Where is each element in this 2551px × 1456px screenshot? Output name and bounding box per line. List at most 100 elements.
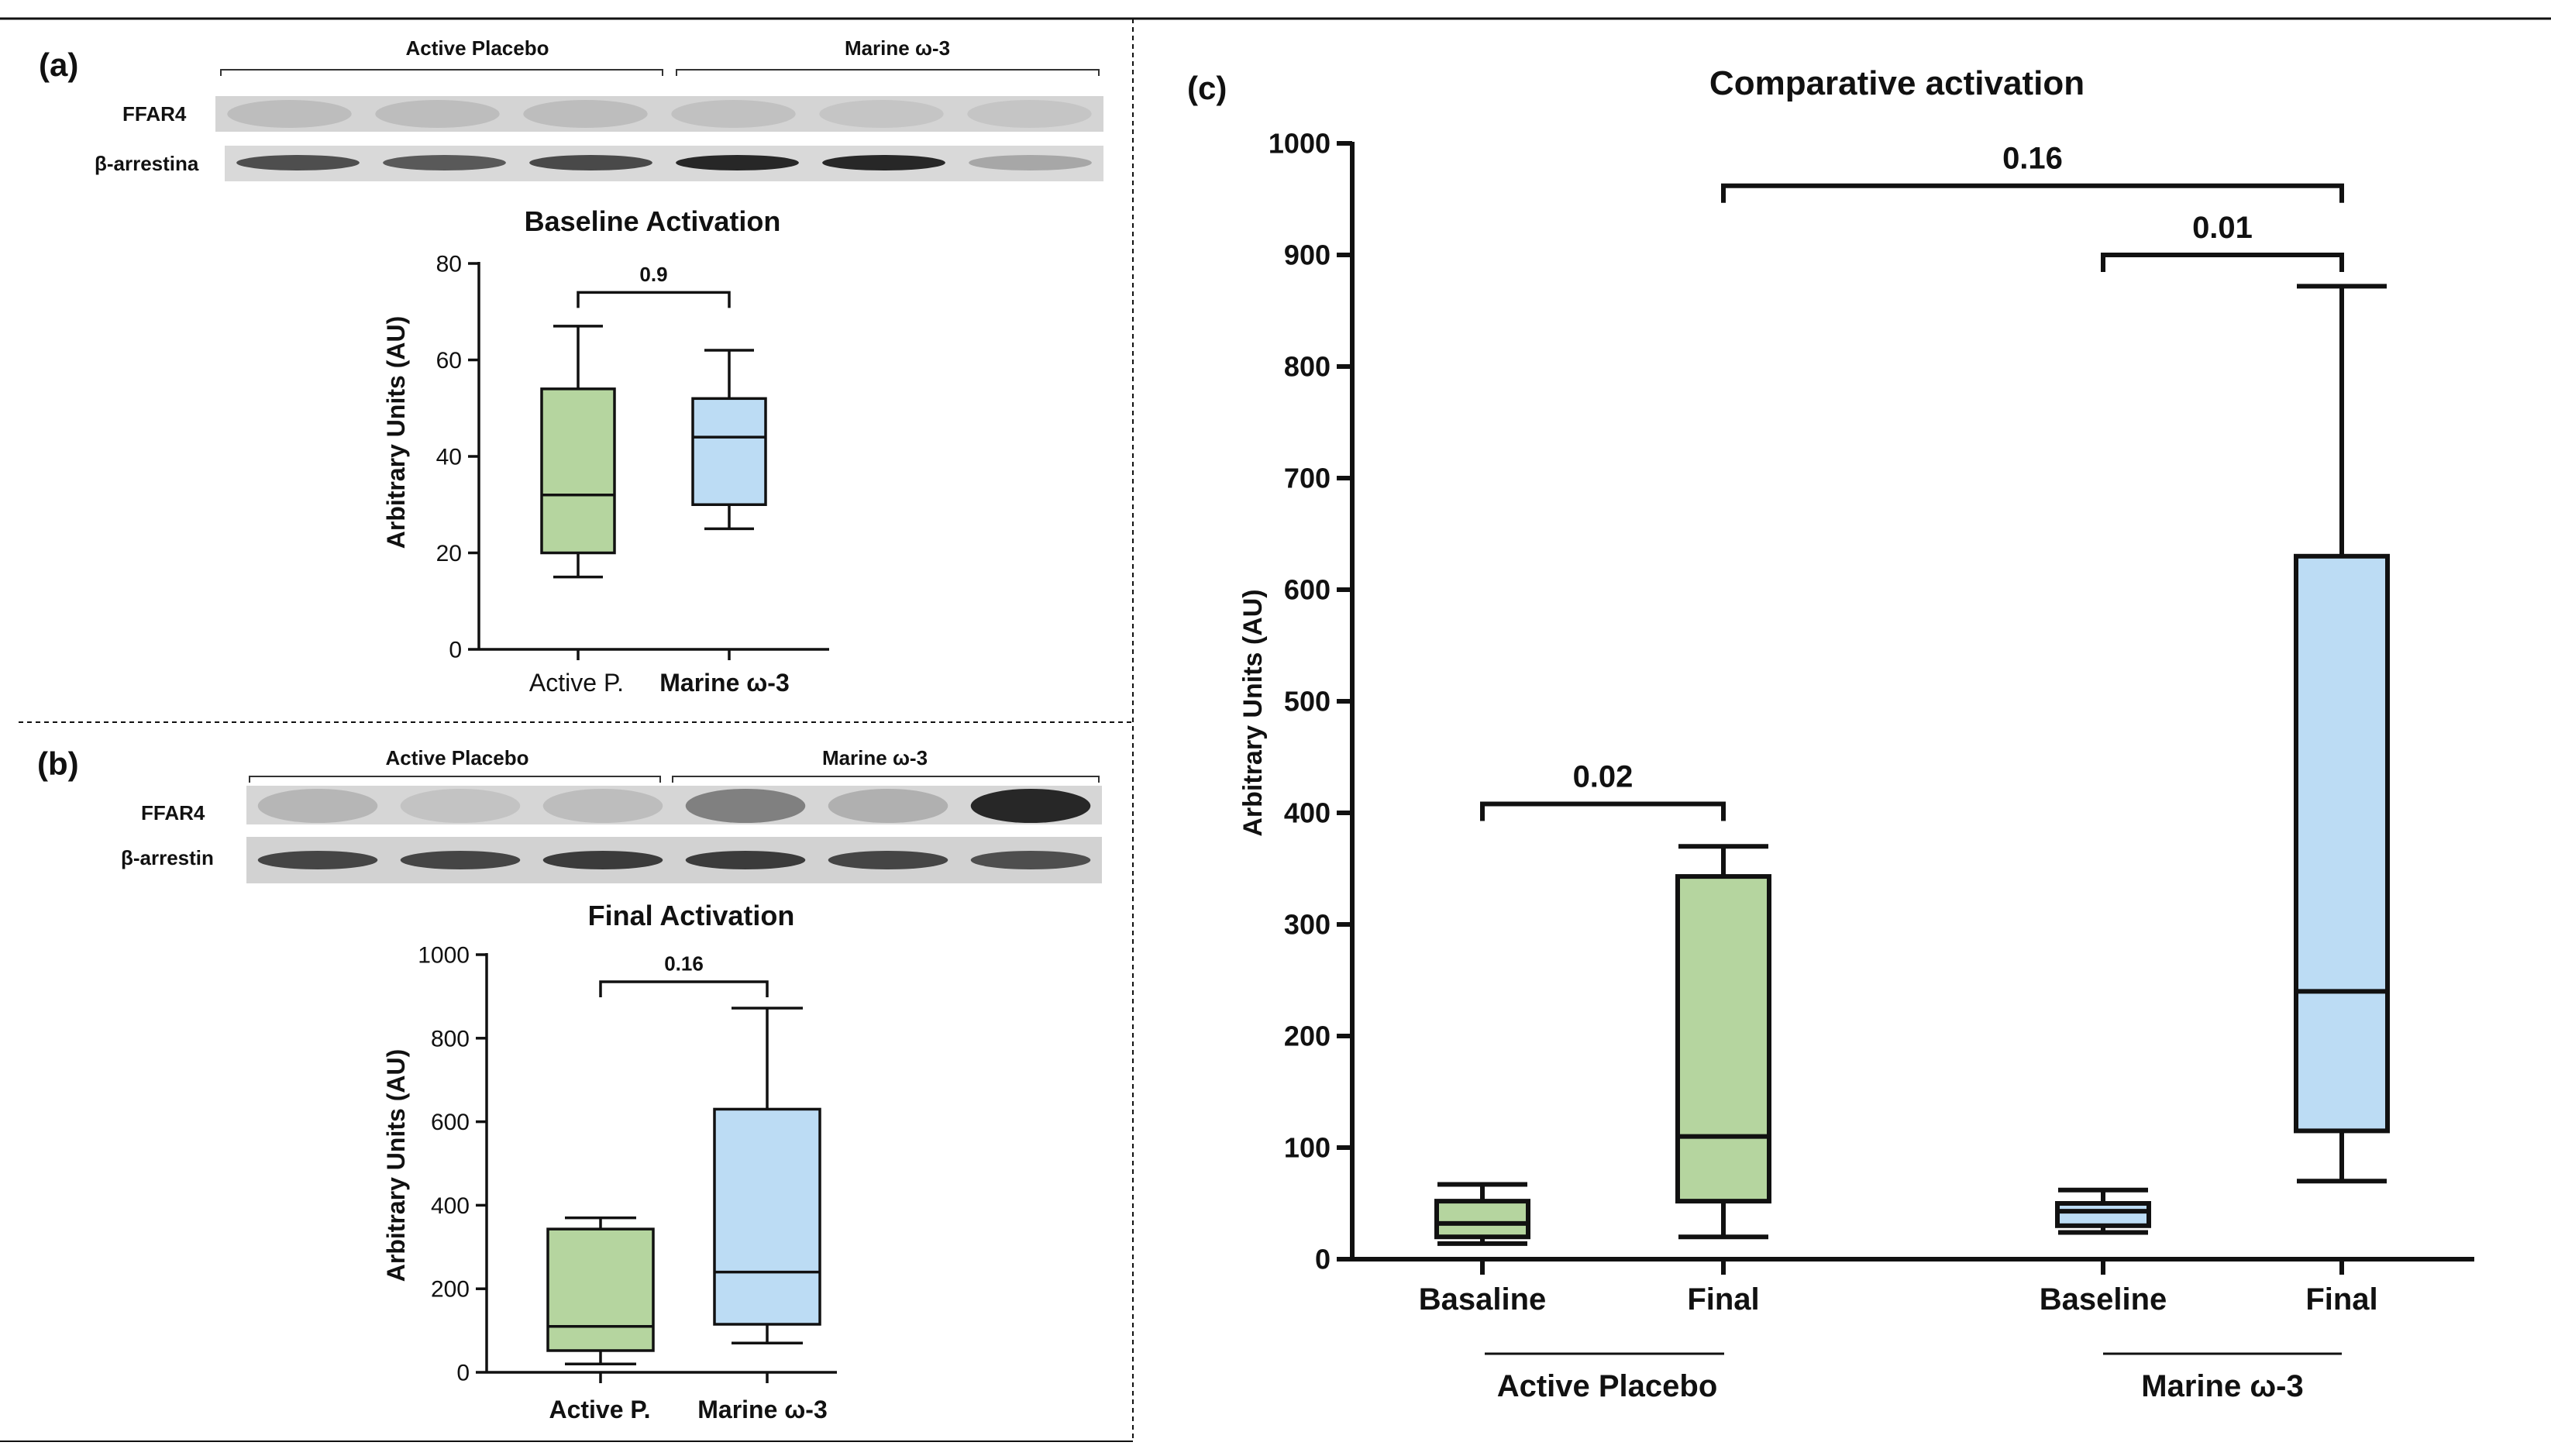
y-tick-label: 700 bbox=[1284, 463, 1331, 494]
chart-a-category-label: Marine ω-3 bbox=[659, 669, 790, 697]
panel-b-blot-label-ffar4: FFAR4 bbox=[141, 801, 205, 824]
panel-a: (a) Active Placebo Marine ω-3 FFAR4 β-ar… bbox=[39, 36, 1103, 697]
p-value-label: 0.02 bbox=[1573, 759, 1634, 793]
y-tick-label: 0 bbox=[449, 638, 462, 663]
blot-band bbox=[970, 789, 1091, 823]
box-iqr bbox=[1675, 874, 1771, 1204]
y-tick-label: 600 bbox=[431, 1110, 470, 1135]
significance-bracket bbox=[1480, 801, 1726, 821]
panel-c-label: (c) bbox=[1187, 70, 1227, 106]
blot-band bbox=[236, 155, 360, 170]
blot-band bbox=[227, 100, 352, 128]
panel-a-group-label-marine: Marine ω-3 bbox=[845, 36, 950, 60]
chart-c-category-label: Final bbox=[1687, 1282, 1759, 1317]
panel-b-group-bracket-placebo bbox=[249, 776, 661, 783]
panel-c: (c) Comparative activation Arbitrary Uni… bbox=[1187, 64, 2474, 1403]
panel-a-ffar4-blot bbox=[215, 96, 1103, 132]
y-tick-label: 100 bbox=[1284, 1132, 1331, 1164]
chart-c-group-label-placebo: Active Placebo bbox=[1497, 1369, 1718, 1403]
y-tick-label: 0 bbox=[1315, 1244, 1331, 1275]
chart-a-category-label: Active P. bbox=[529, 669, 624, 697]
chart-c-ylabel: Arbitrary Units (AU) bbox=[1238, 589, 1268, 836]
chart-c-category-label: Basaline bbox=[1419, 1282, 1547, 1317]
panel-a-group-bracket-placebo bbox=[220, 69, 663, 76]
chart-b-category-label: Marine ω-3 bbox=[697, 1396, 828, 1423]
blot-band bbox=[970, 851, 1091, 869]
blot-band bbox=[685, 851, 806, 869]
y-tick-label: 300 bbox=[1284, 909, 1331, 941]
panel-b-group-label-marine: Marine ω-3 bbox=[822, 746, 928, 769]
y-tick-label: 1000 bbox=[1269, 128, 1331, 160]
significance-bracket bbox=[577, 291, 731, 308]
blot-band bbox=[969, 155, 1092, 170]
panel-b-blot-label-arrestin: β-arrestin bbox=[121, 846, 214, 869]
blot-band bbox=[685, 789, 806, 823]
y-tick-label: 40 bbox=[436, 445, 462, 470]
significance-bracket bbox=[599, 980, 769, 998]
y-tick-label: 800 bbox=[431, 1026, 470, 1052]
panel-a-blot-label-arrestin: β-arrestina bbox=[95, 152, 199, 175]
blot-band bbox=[542, 851, 663, 869]
panel-a-label: (a) bbox=[39, 46, 78, 83]
y-tick-label: 200 bbox=[431, 1277, 470, 1303]
blot-band bbox=[542, 789, 663, 823]
blot-band bbox=[375, 100, 500, 128]
box-iqr bbox=[2294, 553, 2390, 1134]
y-tick-label: 60 bbox=[436, 348, 462, 373]
y-tick-label: 500 bbox=[1284, 686, 1331, 718]
blot-band bbox=[676, 155, 799, 170]
blot-band bbox=[822, 155, 945, 170]
chart-b-ylabel: Arbitrary Units (AU) bbox=[382, 1049, 410, 1282]
panel-a-group-label-placebo: Active Placebo bbox=[406, 36, 549, 60]
blot-band bbox=[671, 100, 796, 128]
p-value-label: 0.16 bbox=[664, 952, 704, 976]
y-tick-label: 600 bbox=[1284, 574, 1331, 606]
blot-band bbox=[257, 851, 378, 869]
chart-a-title: Baseline Activation bbox=[525, 205, 781, 237]
blot-band bbox=[257, 789, 378, 823]
significance-bracket bbox=[2101, 253, 2344, 272]
significance-bracket bbox=[1721, 183, 2344, 203]
chart-b-category-label: Active P. bbox=[549, 1396, 650, 1423]
blot-band bbox=[400, 789, 521, 823]
blot-band bbox=[400, 851, 521, 869]
panel-a-group-bracket-marine bbox=[676, 69, 1100, 76]
y-tick-label: 80 bbox=[436, 252, 462, 277]
chart-c-group-label-marine: Marine ω-3 bbox=[2141, 1369, 2303, 1403]
chart-c-category-label: Baseline bbox=[2040, 1282, 2167, 1317]
chart-c-title: Comparative activation bbox=[1709, 64, 2085, 102]
p-value-label: 0.01 bbox=[2192, 211, 2253, 245]
p-value-label: 0.16 bbox=[2002, 142, 2063, 176]
box-iqr bbox=[540, 387, 616, 555]
y-tick-label: 1000 bbox=[418, 943, 470, 969]
panel-b-group-label-placebo: Active Placebo bbox=[386, 746, 529, 769]
blot-band bbox=[383, 155, 506, 170]
box-iqr bbox=[546, 1227, 655, 1352]
blot-band bbox=[523, 100, 648, 128]
chart-a-ylabel: Arbitrary Units (AU) bbox=[382, 316, 410, 549]
box-iqr bbox=[713, 1107, 821, 1326]
blot-band bbox=[529, 155, 652, 170]
y-tick-label: 800 bbox=[1284, 351, 1331, 383]
panel-a-arrestin-blot bbox=[225, 146, 1103, 181]
chart-c-category-label: Final bbox=[2305, 1282, 2377, 1317]
blot-band bbox=[967, 100, 1092, 128]
panel-b-ffar4-blot bbox=[246, 786, 1102, 824]
y-tick-label: 200 bbox=[1284, 1021, 1331, 1052]
y-tick-label: 400 bbox=[1284, 797, 1331, 829]
box-iqr bbox=[2055, 1201, 2151, 1228]
blot-band bbox=[819, 100, 944, 128]
panel-b-group-bracket-marine bbox=[672, 776, 1100, 783]
y-tick-label: 20 bbox=[436, 541, 462, 566]
panel-a-blot-label-ffar4: FFAR4 bbox=[122, 102, 187, 126]
y-tick-label: 400 bbox=[431, 1193, 470, 1219]
y-tick-label: 900 bbox=[1284, 239, 1331, 271]
y-tick-label: 0 bbox=[456, 1361, 470, 1386]
chart-b-title: Final Activation bbox=[588, 900, 795, 931]
blot-band bbox=[828, 851, 948, 869]
box-iqr bbox=[1434, 1199, 1530, 1240]
panel-b-label: (b) bbox=[37, 745, 79, 782]
p-value-label: 0.9 bbox=[639, 263, 667, 286]
panel-b: (b) Active Placebo Marine ω-3 FFAR4 β-ar… bbox=[37, 745, 1102, 1423]
